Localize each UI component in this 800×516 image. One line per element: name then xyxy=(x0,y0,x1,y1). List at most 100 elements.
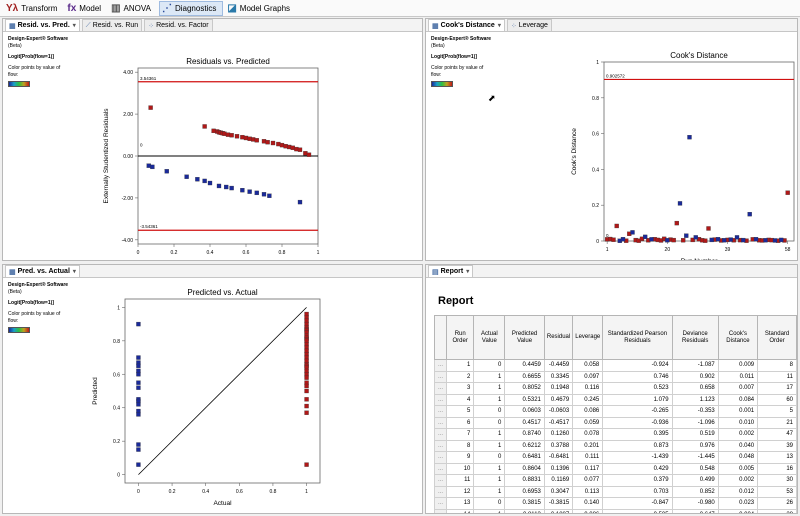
row-selector[interactable]: ... xyxy=(434,359,447,372)
row-selector[interactable]: ... xyxy=(434,485,447,498)
row-selector[interactable]: ... xyxy=(434,497,447,510)
info-panel: Design-Expert® Software (Beta) Logit[Pro… xyxy=(8,282,68,333)
chevron-down-icon[interactable]: ▾ xyxy=(497,23,501,29)
table-row[interactable]: ... 1 0 0.4459 -0.4459 0.058 -0.924 -1.087 0.009… xyxy=(434,359,797,372)
data-point xyxy=(304,375,309,380)
row-selector[interactable]: ... xyxy=(434,428,447,441)
column-header[interactable]: Predicted Value xyxy=(504,315,545,360)
table-cell: 0.1948 xyxy=(543,382,574,395)
tab-cooks-distance[interactable]: ▦ Cook's Distance ▾ xyxy=(428,19,505,31)
table-cell: 11 xyxy=(757,370,797,383)
column-header[interactable]: Residual xyxy=(543,315,574,360)
color-note: Color points by value of xyxy=(8,65,61,71)
table-cell: 0.002 xyxy=(717,428,759,441)
table-row[interactable]: ... 5 0 0.0603 -0.0603 0.086 -0.265 -0.353 0.001… xyxy=(434,405,797,418)
anova-button[interactable]: ▥ ANOVA xyxy=(109,1,157,16)
table-row[interactable]: ... 2 1 0.6655 0.3345 0.097 0.746 0.902 0.011 11 xyxy=(434,370,797,383)
color-note: Color points by value of xyxy=(431,65,484,71)
tab-report[interactable]: ▤ Report ▾ xyxy=(428,265,474,277)
tab-resid-vs-pred[interactable]: ▦ Resid. vs. Pred. ▾ xyxy=(5,19,80,31)
diagnostics-icon: ⋰ xyxy=(161,2,172,14)
data-point xyxy=(304,383,309,389)
row-selector[interactable]: ... xyxy=(434,405,447,418)
data-point xyxy=(261,192,267,197)
x-tick-label: 1 xyxy=(305,489,308,495)
table-row[interactable]: ... 8 1 0.6212 0.3788 0.201 0.873 0.976 0.040 39 xyxy=(434,439,797,452)
color-legend xyxy=(431,81,453,87)
row-selector[interactable]: ... xyxy=(434,462,447,475)
table-row[interactable]: ... 6 0 0.4517 -0.4517 0.059 -0.936 -1.096 0.010… xyxy=(434,416,797,429)
chevron-down-icon[interactable]: ▾ xyxy=(72,23,76,29)
data-point xyxy=(643,234,648,240)
table-cell: 1.079 xyxy=(602,393,673,406)
row-selector[interactable]: ... xyxy=(434,439,447,452)
y-tick-label: 0 xyxy=(596,239,599,245)
data-point xyxy=(240,188,245,193)
table-cell: 0.040 xyxy=(717,439,759,452)
model-button[interactable]: fx Model xyxy=(65,1,107,16)
data-point xyxy=(150,164,155,170)
tab-resid-vs-factor[interactable]: ⁘ Resid. vs. Factor xyxy=(144,19,213,31)
row-selector[interactable]: ... xyxy=(434,416,447,429)
table-row[interactable]: ... 3 1 0.8052 0.1948 0.116 0.523 0.658 0.007 17 xyxy=(434,382,797,395)
chart-title: Residuals vs. Predicted xyxy=(186,57,270,66)
table-row[interactable]: ... 11 1 0.8831 0.1169 0.077 0.379 0.499 0.002 30 xyxy=(434,474,797,487)
row-selector[interactable]: ... xyxy=(434,370,447,383)
diagnostics-button[interactable]: ⋰ Diagnostics xyxy=(158,0,224,16)
column-header[interactable]: Cook's Distance xyxy=(717,315,759,360)
data-point xyxy=(216,183,222,189)
row-selector[interactable]: ... xyxy=(434,451,447,464)
row-selector[interactable]: ... xyxy=(434,508,447,513)
transform-button[interactable]: Yλ Transform xyxy=(4,1,63,16)
row-selector[interactable]: ... xyxy=(434,382,447,395)
chevron-down-icon[interactable]: ▾ xyxy=(466,269,470,275)
data-point xyxy=(225,132,231,137)
tab-leverage[interactable]: ⁘ Leverage xyxy=(506,19,552,31)
table-cell: 0.005 xyxy=(717,462,759,475)
table-row[interactable]: ... 13 0 0.3815 -0.3815 0.140 -0.847 -0.980 0.02… xyxy=(434,497,797,510)
table-row[interactable]: ...1410.81130.18870.0860.5050.6470.00428 xyxy=(434,508,797,513)
table-row[interactable]: ... 4 1 0.5321 0.4679 0.245 1.079 1.123 0.084 60 xyxy=(434,393,797,406)
table-cell: 0.086 xyxy=(572,508,604,513)
table-cell: 0.245 xyxy=(572,393,604,406)
y-tick-label: 2.00 xyxy=(123,112,133,118)
table-cell: 0.519 xyxy=(671,428,719,441)
table-cell: 0.976 xyxy=(671,439,719,452)
table-cell: 0.8052 xyxy=(504,382,545,395)
table-row[interactable]: ... 7 1 0.8740 0.1260 0.078 0.395 0.519 0.002 47 xyxy=(434,428,797,441)
color-note: Color points by value of xyxy=(8,311,61,317)
table-cell: 5 xyxy=(445,405,475,418)
column-header[interactable]: Run Order xyxy=(445,315,475,360)
table-cell: 0.902 xyxy=(671,370,719,383)
table-cell: 0.007 xyxy=(717,382,759,395)
table-cell: 0.012 xyxy=(717,485,759,498)
column-header[interactable]: Deviance Residuals xyxy=(671,315,719,360)
x-tick-label: 0.4 xyxy=(202,489,209,495)
table-row[interactable]: ... 9 0 0.6481 -0.6481 0.111 -1.439 -1.445 0.048… xyxy=(434,451,797,464)
row-selector[interactable]: ... xyxy=(434,393,447,406)
row-selector[interactable]: ... xyxy=(434,474,447,487)
data-point xyxy=(136,412,141,417)
column-header[interactable]: Standard Order xyxy=(757,315,797,360)
table-cell: 0.0603 xyxy=(504,405,545,418)
column-header[interactable]: Leverage xyxy=(572,315,604,360)
tab-pred-vs-actual[interactable]: ▦ Pred. vs. Actual ▾ xyxy=(5,265,80,277)
x-tick-label: 0 xyxy=(137,489,140,495)
table-row[interactable]: ... 12 1 0.6953 0.3047 0.113 0.703 0.852 0.012 53 xyxy=(434,485,797,498)
table-cell: 0.3345 xyxy=(543,370,574,383)
tab-label: Resid. vs. Factor xyxy=(156,22,209,29)
data-point xyxy=(304,410,309,415)
column-header[interactable]: Standardized Pearson Residuals xyxy=(602,315,673,360)
x-tick-label: 0.4 xyxy=(207,250,214,256)
data-point xyxy=(222,131,227,136)
table-row[interactable]: ... 10 1 0.8604 0.1396 0.117 0.429 0.548 0.005 16 xyxy=(434,462,797,475)
model-graphs-button[interactable]: ◪ Model Graphs xyxy=(225,1,296,16)
pop-out-icon[interactable]: ⬈ xyxy=(488,93,496,103)
column-header[interactable]: Actual Value xyxy=(473,315,506,360)
x-tick-label: 0.8 xyxy=(269,489,276,495)
table-cell: 12 xyxy=(445,485,475,498)
data-point xyxy=(690,237,695,243)
tab-resid-vs-run[interactable]: ⟋ Resid. vs. Run xyxy=(81,19,143,31)
table-cell: 0.852 xyxy=(671,485,719,498)
chevron-down-icon[interactable]: ▾ xyxy=(72,269,76,275)
